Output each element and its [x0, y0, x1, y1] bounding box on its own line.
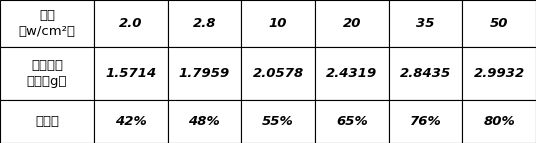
Text: 2.9932: 2.9932	[473, 67, 525, 80]
Bar	[389, 47, 462, 100]
Text: 硫磰产出
质量（g）: 硫磰产出 质量（g）	[27, 59, 67, 88]
Text: 65%: 65%	[336, 115, 368, 128]
Text: 10: 10	[269, 17, 287, 30]
Bar	[0, 100, 94, 143]
Text: 76%: 76%	[410, 115, 441, 128]
Bar	[315, 0, 389, 47]
Text: 50: 50	[490, 17, 509, 30]
Text: 48%: 48%	[189, 115, 220, 128]
Bar	[94, 0, 167, 47]
Bar	[241, 47, 315, 100]
Bar	[315, 47, 389, 100]
Bar	[94, 100, 167, 143]
Text: 55%: 55%	[262, 115, 294, 128]
Bar	[0, 47, 94, 100]
Text: 35: 35	[416, 17, 435, 30]
Text: 2.0578: 2.0578	[252, 67, 304, 80]
Bar	[167, 47, 241, 100]
Bar	[94, 47, 167, 100]
Text: 声强
（w/cm²）: 声强 （w/cm²）	[18, 9, 76, 38]
Text: 80%: 80%	[483, 115, 515, 128]
Bar	[315, 100, 389, 143]
Bar	[462, 100, 536, 143]
Text: 2.0: 2.0	[119, 17, 143, 30]
Text: 2.8: 2.8	[192, 17, 216, 30]
Text: 1.5714: 1.5714	[105, 67, 157, 80]
Bar	[462, 47, 536, 100]
Bar	[389, 100, 462, 143]
Bar	[241, 0, 315, 47]
Bar	[462, 0, 536, 47]
Bar	[167, 0, 241, 47]
Text: 20: 20	[343, 17, 361, 30]
Bar	[167, 100, 241, 143]
Bar	[241, 100, 315, 143]
Bar	[0, 0, 94, 47]
Bar	[389, 0, 462, 47]
Text: 1.7959: 1.7959	[178, 67, 230, 80]
Text: 42%: 42%	[115, 115, 146, 128]
Text: 萎硫率: 萎硫率	[35, 115, 59, 128]
Text: 2.8435: 2.8435	[400, 67, 451, 80]
Text: 2.4319: 2.4319	[326, 67, 377, 80]
